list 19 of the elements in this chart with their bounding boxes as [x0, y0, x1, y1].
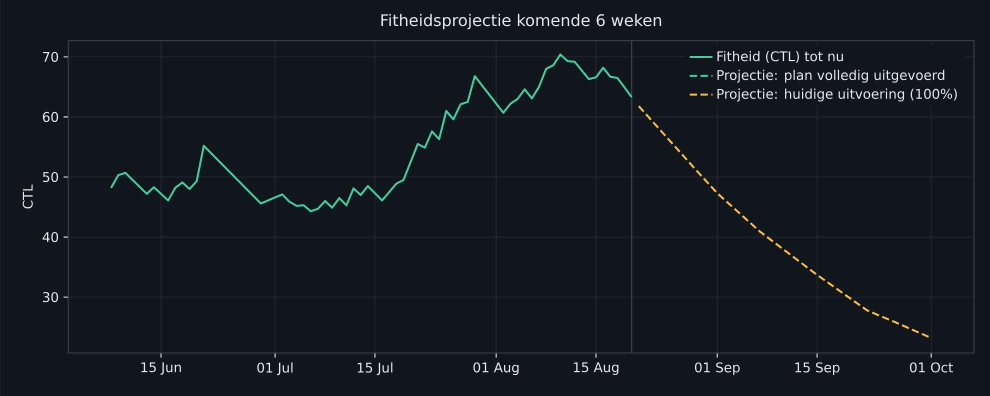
legend-label: Projectie: huidige uitvoering (100%): [717, 88, 957, 102]
y-tick-label: 30: [42, 292, 58, 302]
line-series: [110, 54, 633, 212]
x-tick-label: 01 Aug: [473, 362, 519, 376]
chart-title: Fitheidsprojectie komende 6 weken: [381, 14, 662, 30]
x-tick-label: 15 Sep: [795, 362, 840, 376]
y-tick-label: 70: [43, 52, 58, 62]
y-tick-label: 40: [42, 232, 58, 242]
x-tick-label: 01 Sep: [694, 362, 740, 376]
legend-label: Projectie: plan volledig uitgevoerd: [717, 70, 944, 83]
x-tick-label: 01 Oct: [910, 362, 953, 372]
x-tick-label: 15 Jul: [358, 362, 392, 376]
y-axis-title: CTL: [22, 184, 33, 209]
legend-label: Fitheid (CTL) tot nu: [717, 50, 843, 63]
y-tick-label: 50: [42, 172, 58, 182]
x-tick-label: 15 Aug: [574, 362, 618, 375]
x-tick-label: 01 Jul: [257, 362, 292, 376]
x-tick-label: 15 Jun: [141, 362, 181, 375]
y-tick-label: 60: [42, 112, 58, 122]
